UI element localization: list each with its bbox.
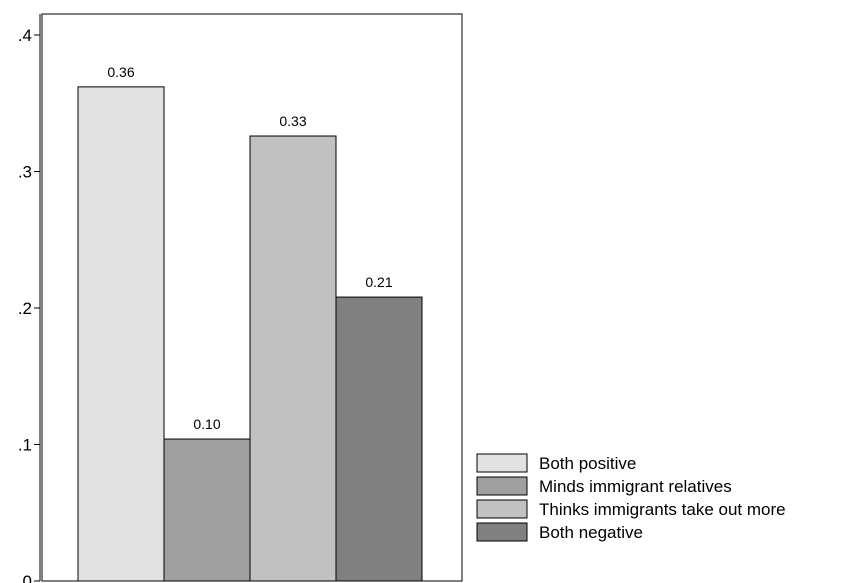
legend-swatch bbox=[476, 499, 528, 519]
bar-value-label: 0.36 bbox=[107, 64, 134, 80]
legend-label: Both negative bbox=[539, 523, 643, 542]
bar bbox=[249, 135, 337, 582]
plot-area-frame bbox=[41, 13, 463, 582]
legend-swatch bbox=[476, 453, 528, 473]
bar-value-label: 0.21 bbox=[365, 274, 392, 290]
y-tick-label: .3 bbox=[18, 163, 32, 182]
legend-swatch bbox=[476, 522, 528, 542]
legend-label: Both positive bbox=[539, 454, 636, 473]
bar-value-label: 0.33 bbox=[279, 113, 306, 129]
legend-label: Minds immigrant relatives bbox=[539, 477, 732, 496]
y-tick-label: 0 bbox=[23, 572, 32, 583]
legend-label: Thinks immigrants take out more bbox=[539, 500, 786, 519]
bar bbox=[335, 296, 423, 582]
y-axis: 0 .1 .2 .3 .4 bbox=[18, 14, 41, 583]
legend-swatch bbox=[476, 476, 528, 496]
y-tick-label: .4 bbox=[18, 26, 32, 45]
bar-value-label: 0.10 bbox=[193, 416, 220, 432]
bar bbox=[77, 86, 165, 582]
bar bbox=[163, 438, 251, 582]
legend: Both positive Minds immigrant relatives Th… bbox=[476, 453, 786, 542]
bars bbox=[77, 86, 423, 582]
y-tick-label: .1 bbox=[18, 436, 32, 455]
y-tick-label: .2 bbox=[18, 299, 32, 318]
bar-value-labels: 0.36 0.10 0.33 0.21 bbox=[107, 64, 392, 432]
